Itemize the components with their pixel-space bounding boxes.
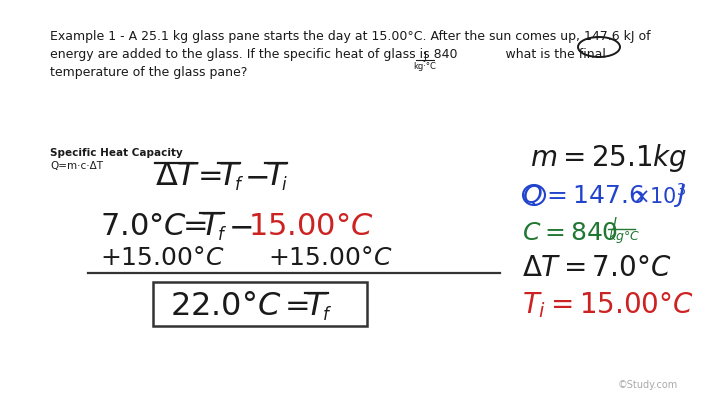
Text: $\Delta T$: $\Delta T$: [155, 161, 200, 192]
Text: Q=m·c·ΔT: Q=m·c·ΔT: [50, 160, 103, 170]
Text: $m=25.1kg$: $m=25.1kg$: [530, 142, 688, 174]
Text: $T$: $T$: [218, 161, 242, 192]
Text: $T$: $T$: [265, 161, 289, 192]
Text: =: =: [198, 162, 224, 191]
Text: $J$: $J$: [610, 215, 618, 232]
Text: J: J: [423, 52, 426, 62]
Text: $22.0°C$: $22.0°C$: [170, 291, 282, 322]
Text: $f$: $f$: [322, 305, 332, 323]
Text: $T_i=15.00°C$: $T_i=15.00°C$: [522, 290, 694, 319]
Text: =: =: [183, 212, 209, 241]
Text: $15.00°C$: $15.00°C$: [248, 212, 374, 241]
Text: energy are added to the glass. If the specific heat of glass is 840            w: energy are added to the glass. If the sp…: [50, 48, 606, 61]
Text: $\Delta T=7.0°C$: $\Delta T=7.0°C$: [522, 253, 671, 281]
Text: $f$: $f$: [234, 176, 244, 194]
Text: $T$: $T$: [305, 291, 329, 322]
Text: $Q=147.6$: $Q=147.6$: [522, 183, 644, 208]
Text: $+15.00°C$: $+15.00°C$: [100, 245, 225, 269]
Text: $C=840$: $C=840$: [522, 221, 618, 244]
Text: kg·°C: kg·°C: [413, 62, 436, 71]
Text: ©Study.com: ©Study.com: [618, 379, 679, 389]
Text: $\times 10^3$: $\times 10^3$: [632, 183, 686, 208]
Text: $kg°C$: $kg°C$: [608, 228, 640, 245]
Text: $+15.00°C$: $+15.00°C$: [268, 245, 393, 269]
Text: $7.0°C$: $7.0°C$: [100, 212, 187, 241]
Text: $i$: $i$: [281, 176, 287, 194]
Text: Example 1 - A 25.1 kg glass pane starts the day at 15.00°C. After the sun comes : Example 1 - A 25.1 kg glass pane starts …: [50, 30, 651, 43]
Text: $J$: $J$: [673, 182, 686, 209]
FancyBboxPatch shape: [153, 282, 367, 326]
Text: temperature of the glass pane?: temperature of the glass pane?: [50, 66, 247, 79]
Text: $f$: $f$: [217, 225, 227, 243]
Text: Specific Heat Capacity: Specific Heat Capacity: [50, 148, 183, 158]
Text: =: =: [285, 292, 310, 321]
Text: $-$: $-$: [244, 162, 268, 191]
Text: $-$: $-$: [228, 212, 252, 241]
Text: $T$: $T$: [200, 211, 224, 242]
